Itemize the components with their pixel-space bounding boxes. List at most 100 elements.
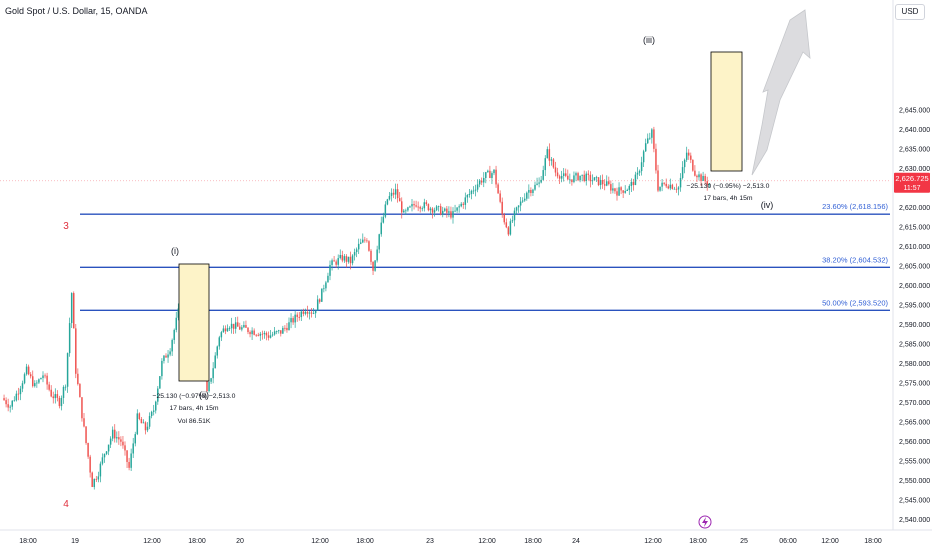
candle-body xyxy=(388,196,391,200)
candle-body xyxy=(278,330,280,332)
candle-body xyxy=(634,174,637,186)
candle-body xyxy=(349,256,352,264)
candle-body xyxy=(228,328,231,329)
candle-body xyxy=(42,375,44,379)
candle-body xyxy=(505,222,508,228)
candle-body xyxy=(593,177,596,181)
candle-body xyxy=(216,346,218,356)
candle-body xyxy=(390,192,393,197)
candle-body xyxy=(101,457,104,464)
candle-body xyxy=(335,261,337,265)
x-tick-label: 19 xyxy=(71,538,79,545)
candle-body xyxy=(329,264,331,276)
candle-body xyxy=(534,184,536,190)
candle-body xyxy=(331,260,333,265)
candle-body xyxy=(571,179,573,183)
candle-body xyxy=(386,199,389,205)
candle-body xyxy=(419,206,421,209)
candle-body xyxy=(210,378,212,382)
candle-body xyxy=(13,400,16,402)
candle-body xyxy=(685,152,688,160)
candle-body xyxy=(493,169,495,174)
candle-body xyxy=(214,355,216,369)
candle-body xyxy=(515,207,518,211)
candle-body xyxy=(589,174,592,182)
candle-body xyxy=(407,207,409,211)
candle-body xyxy=(124,445,126,451)
wave-label: 3 xyxy=(63,221,69,232)
y-tick-label: 2,585.000 xyxy=(899,342,930,349)
candle-body xyxy=(140,419,143,424)
x-tick-label: 25 xyxy=(740,538,748,545)
symbol-title: Gold Spot / U.S. Dollar, 15, OANDA xyxy=(5,6,148,16)
candle-body xyxy=(632,181,635,186)
candle-body xyxy=(540,179,542,183)
y-tick-label: 2,575.000 xyxy=(899,381,930,388)
x-tick-label: 12:00 xyxy=(821,538,839,545)
candle-body xyxy=(532,189,534,194)
candle-body xyxy=(32,376,34,387)
candle-body xyxy=(708,183,710,185)
candle-body xyxy=(601,179,604,185)
candle-body xyxy=(118,437,120,440)
candle-body xyxy=(606,181,608,186)
candle-body xyxy=(433,210,436,213)
candle-body xyxy=(513,210,516,221)
candle-body xyxy=(302,311,305,314)
measure-label-bars: 17 bars, 4h 15m xyxy=(703,195,752,202)
candle-body xyxy=(46,375,48,385)
candle-body xyxy=(142,422,145,424)
candle-body xyxy=(382,216,385,223)
candle-body xyxy=(34,383,36,387)
candle-body xyxy=(218,337,221,347)
candle-body xyxy=(669,184,672,189)
candle-body xyxy=(273,331,276,335)
candle-body xyxy=(585,173,587,181)
candle-body xyxy=(614,188,616,192)
candle-body xyxy=(157,388,159,402)
candle-body xyxy=(353,252,356,256)
candle-body xyxy=(232,323,235,329)
candle-body xyxy=(312,313,315,314)
candle-body xyxy=(282,327,284,334)
candle-body xyxy=(327,275,329,283)
candle-body xyxy=(435,206,438,211)
measure-label-change: −25.130 (−0.95%) −2,513.0 xyxy=(687,183,770,190)
candle-body xyxy=(439,206,442,215)
candle-body xyxy=(241,327,243,330)
candle-body xyxy=(480,180,483,183)
candle-body xyxy=(429,208,432,211)
y-tick-label: 2,580.000 xyxy=(899,361,930,368)
candle-body xyxy=(288,322,290,331)
candle-body xyxy=(337,258,339,265)
y-tick-label: 2,555.000 xyxy=(899,459,930,466)
candle-body xyxy=(114,429,116,439)
candle-body xyxy=(583,174,585,181)
price-tag xyxy=(894,172,930,193)
candle-body xyxy=(77,373,79,385)
candle-body xyxy=(83,418,85,427)
currency-button[interactable]: USD xyxy=(895,4,925,20)
measure-label-volume: Vol 86.51K xyxy=(178,418,211,425)
y-tick-label: 2,550.000 xyxy=(899,478,930,485)
x-tick-label: 18:00 xyxy=(524,538,542,545)
candle-body xyxy=(384,204,387,217)
candle-body xyxy=(702,175,704,181)
candle-body xyxy=(138,413,141,420)
candle-body xyxy=(11,400,13,407)
candle-body xyxy=(573,175,575,183)
candle-body xyxy=(150,411,153,417)
candle-body xyxy=(567,175,569,180)
candle-body xyxy=(126,450,128,462)
candle-body xyxy=(17,393,20,395)
candle-body xyxy=(610,184,612,191)
candle-body xyxy=(64,386,67,388)
candle-body xyxy=(396,189,399,199)
candle-body xyxy=(468,193,471,195)
candle-body xyxy=(626,189,628,192)
wave-label: (i) xyxy=(171,246,179,256)
candle-body xyxy=(548,149,551,161)
candle-body xyxy=(562,173,565,176)
